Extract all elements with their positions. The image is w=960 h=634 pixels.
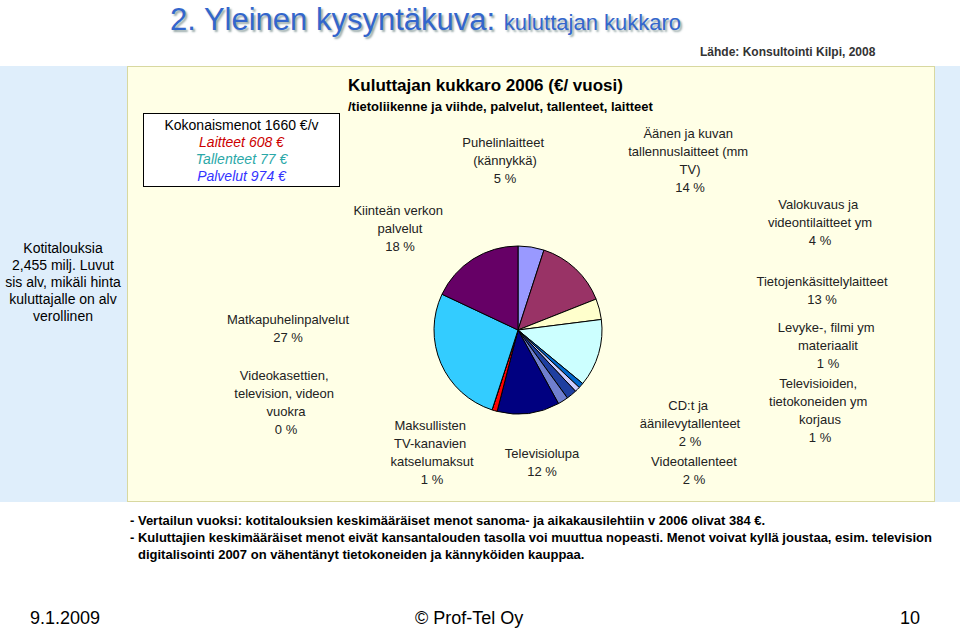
svg-text:katselumaksut: katselumaksut — [390, 454, 473, 469]
html-text:Laitteet 608 €: Laitteet 608 € — [199, 134, 284, 150]
svg-text:/tietoliikenne ja viihde, palv: /tietoliikenne ja viihde, palvelut, tall… — [348, 99, 654, 114]
svg-text:palvelut: palvelut — [378, 221, 423, 236]
svg-text:0 %: 0 % — [275, 422, 298, 437]
svg-text:5 %: 5 % — [494, 171, 517, 186]
svg-text:(kännykkä): (kännykkä) — [473, 153, 537, 168]
svg-text:1 %: 1 % — [817, 356, 840, 371]
svg-text:4 %: 4 % — [809, 233, 832, 248]
svg-text:Maksullisten: Maksullisten — [394, 418, 469, 433]
svg-text:Puhelinlaitteet: Puhelinlaitteet — [462, 135, 547, 150]
svg-text:videontilaitteet ym: videontilaitteet ym — [768, 215, 872, 230]
svg-text:Matkapuhelinpalvelut: Matkapuhelinpalvelut — [227, 312, 350, 327]
svg-text:2 %: 2 % — [683, 472, 706, 487]
svg-text:materiaalit: materiaalit — [798, 338, 858, 353]
html-text:Kotitalouksia 2,455 milj. Luvu: Kotitalouksia 2,455 milj. Luvut sis alv,… — [5, 240, 121, 324]
svg-text:Kiinteän verkon: Kiinteän verkon — [353, 203, 446, 218]
svg-text:Videotallenteet: Videotallenteet — [651, 454, 737, 469]
svg-text:tietokoneiden ym: tietokoneiden ym — [769, 394, 871, 409]
svg-text:tallennuslaitteet (mm: tallennuslaitteet (mm — [628, 144, 752, 159]
html-text:Palvelut 974 €: Palvelut 974 € — [197, 168, 286, 184]
svg-text:2 %: 2 % — [679, 434, 702, 449]
svg-text:18 %: 18 % — [385, 239, 415, 254]
svg-text:Televisiolupa: Televisiolupa — [505, 446, 580, 461]
html-text:10: 10 — [900, 608, 920, 628]
html-text:Tallenteet 77 €: Tallenteet 77 € — [195, 151, 288, 167]
svg-text:Videokasettien,: Videokasettien, — [240, 368, 332, 383]
html-text:9.1.2009: 9.1.2009 — [30, 608, 101, 628]
svg-text:TV): TV) — [680, 162, 701, 177]
svg-text:1 %: 1 % — [809, 430, 832, 445]
svg-text:Levyke-, filmi ym: Levyke-, filmi ym — [778, 320, 878, 335]
svg-text:Valokuvaus ja: Valokuvaus ja — [778, 197, 862, 212]
svg-text:Äänen ja kuvan: Äänen ja kuvan — [643, 126, 736, 141]
svg-text:korjaus: korjaus — [799, 412, 841, 427]
svg-text:14 %: 14 % — [675, 180, 705, 195]
html-text:2. Yleinen kysyntäkuva:kulutta: 2. Yleinen kysyntäkuva:kuluttajan kukkar… — [170, 2, 682, 37]
svg-text:vuokra: vuokra — [266, 404, 306, 419]
svg-text:12 %: 12 % — [527, 464, 557, 479]
svg-text:TV-kanavien: TV-kanavien — [394, 436, 470, 451]
svg-text:27 %: 27 % — [273, 330, 303, 345]
svg-text:äänilevytallenteet: äänilevytallenteet — [640, 416, 741, 431]
svg-text:1 %: 1 % — [421, 472, 444, 487]
html-text:- Vertailun vuoksi: kotitalouk: - Vertailun vuoksi: kotitalouksien keski… — [130, 513, 766, 528]
html-text:Lähde: Konsultointi Kilpi, 200: Lähde: Konsultointi Kilpi, 2008 — [700, 45, 876, 59]
html-text:© Prof-Tel Oy: © Prof-Tel Oy — [415, 608, 524, 628]
svg-text:CD:t ja: CD:t ja — [668, 398, 711, 413]
svg-text:Tietojenkäsittelylaitteet: Tietojenkäsittelylaitteet — [756, 274, 887, 289]
svg-text:13 %: 13 % — [807, 292, 837, 307]
svg-text:Kuluttajan kukkaro 2006 (€/ vu: Kuluttajan kukkaro 2006 (€/ vuosi) — [348, 76, 623, 95]
html-text:Kokonaismenot 1660 €/v: Kokonaismenot 1660 €/v — [164, 117, 319, 133]
html-text:- Kuluttajien keskimääräiset m: - Kuluttajien keskimääräiset menot eivät… — [130, 530, 932, 562]
svg-text:Televisioiden,: Televisioiden, — [779, 376, 861, 391]
svg-text:television, videon: television, videon — [234, 386, 337, 401]
